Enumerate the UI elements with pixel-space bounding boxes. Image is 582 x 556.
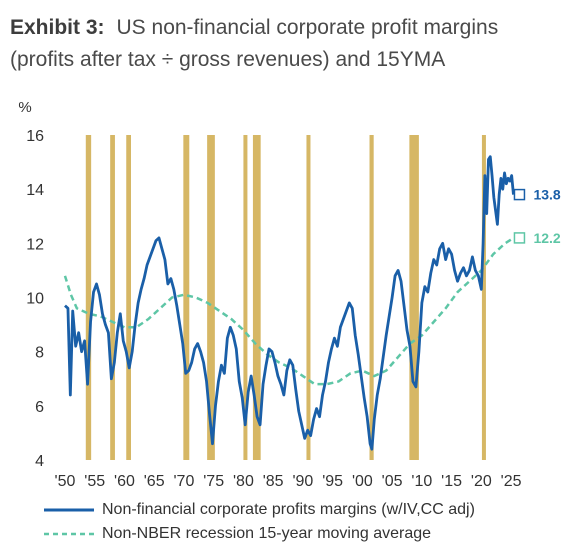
x-tick-label: '80 xyxy=(233,473,254,490)
title-line: Exhibit 3: US non-financial corporate pro… xyxy=(10,14,575,42)
recession-band xyxy=(110,135,115,460)
profit-margin-chart: % 4 6 8 10 12 14 16 '50 '55 '60 '65 '70 '75 '80 '85 '9… xyxy=(18,99,561,490)
end-marker-moving-average xyxy=(513,232,526,244)
recession-band xyxy=(85,135,92,460)
recession-band xyxy=(207,135,215,460)
legend: Non-financial corporate profits margins … xyxy=(44,498,475,546)
x-tick-label: '95 xyxy=(322,473,343,490)
recession-band xyxy=(243,135,248,460)
recession-band xyxy=(369,135,374,460)
x-tick-label: '05 xyxy=(382,473,403,490)
x-tick-label: '50 xyxy=(55,473,76,490)
legend-label-moving-average: Non-NBER recession 15-year moving averag… xyxy=(102,525,432,542)
end-labels: 13.8 12.2 xyxy=(513,187,561,246)
recession-band xyxy=(183,135,190,460)
y-tick-label: 10 xyxy=(26,291,44,308)
x-tick-label: '55 xyxy=(84,473,105,490)
end-label-moving-average: 12.2 xyxy=(533,230,560,246)
legend-item-margins: Non-financial corporate profits margins … xyxy=(44,498,475,522)
x-tick-label: '60 xyxy=(114,473,135,490)
x-tick-label: '15 xyxy=(441,473,462,490)
x-tick-label: '70 xyxy=(174,473,195,490)
end-marker-margins xyxy=(513,188,526,201)
y-tick-label: 8 xyxy=(35,345,44,362)
recession-band xyxy=(126,135,131,460)
y-tick-label: 12 xyxy=(26,236,44,253)
x-tick-label: '75 xyxy=(203,473,224,490)
y-axis: % 4 6 8 10 12 14 16 xyxy=(18,99,44,470)
chart-title: US non-financial corporate profit margin… xyxy=(116,16,499,39)
legend-swatch-solid xyxy=(44,508,94,512)
x-axis: '50 '55 '60 '65 '70 '75 '80 '85 '90 '95 '00 '05 '10 '… xyxy=(55,473,522,490)
x-tick-label: '10 xyxy=(411,473,432,490)
x-tick-label: '90 xyxy=(292,473,313,490)
chart-subtitle: (profits after tax ÷ gross revenues) and… xyxy=(10,48,446,71)
moving-average-line xyxy=(63,236,515,386)
recession-band xyxy=(252,135,261,460)
y-tick-label: 6 xyxy=(35,399,44,416)
x-tick-label: '85 xyxy=(263,473,284,490)
recession-band xyxy=(306,135,311,460)
x-tick-label: '20 xyxy=(471,473,492,490)
y-tick-label: 14 xyxy=(26,182,44,199)
recession-band xyxy=(481,135,486,460)
x-tick-label: '00 xyxy=(352,473,373,490)
legend-swatch-dashed xyxy=(44,532,94,536)
profit-margin-line xyxy=(64,155,515,451)
recession-band xyxy=(409,135,419,460)
end-label-margins: 13.8 xyxy=(533,187,560,203)
exhibit-label: Exhibit 3: xyxy=(10,16,105,39)
x-tick-label: '65 xyxy=(144,473,165,490)
legend-item-moving-average: Non-NBER recession 15-year moving averag… xyxy=(44,522,475,546)
y-tick-label: 16 xyxy=(26,128,44,145)
legend-label-margins: Non-financial corporate profits margins … xyxy=(102,501,475,518)
chart-header: Exhibit 3: US non-financial corporate pro… xyxy=(10,14,575,74)
y-tick-label: 4 xyxy=(35,453,44,470)
series-lines xyxy=(63,155,515,451)
x-tick-label: '25 xyxy=(501,473,522,490)
recession-bands xyxy=(85,135,486,460)
y-axis-unit-label: % xyxy=(18,99,31,116)
